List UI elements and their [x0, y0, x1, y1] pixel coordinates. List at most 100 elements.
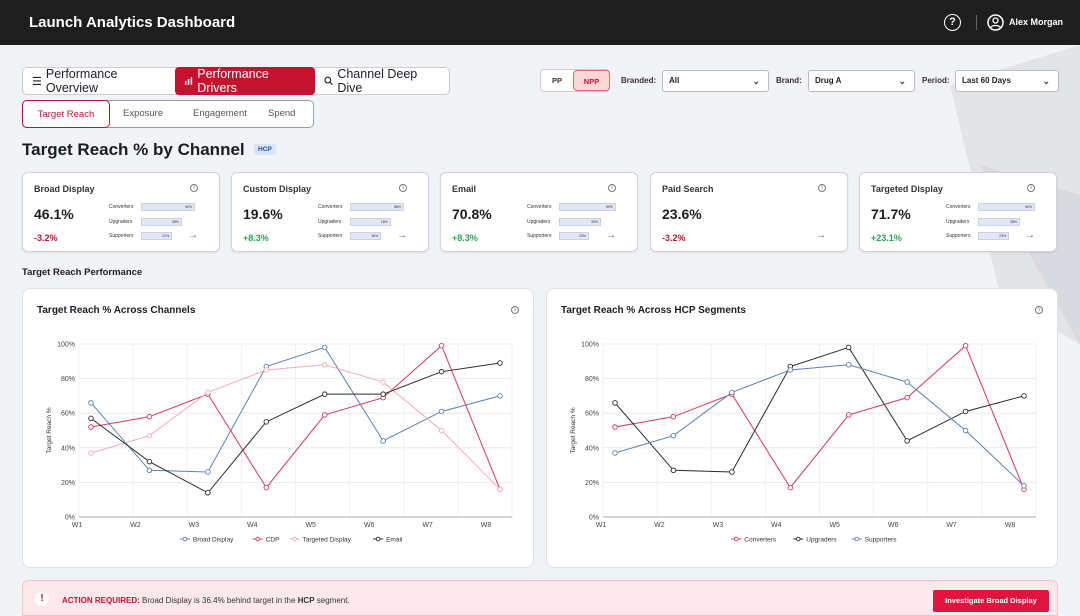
- data-point[interactable]: [321, 362, 328, 368]
- data-point[interactable]: [380, 438, 386, 444]
- arrow-right-icon[interactable]: →: [188, 230, 198, 241]
- branded-select[interactable]: All ⌄: [662, 70, 769, 92]
- data-point[interactable]: [670, 432, 677, 439]
- legend-label[interactable]: Upgraders: [806, 537, 837, 544]
- data-point[interactable]: [321, 391, 328, 397]
- data-point[interactable]: [729, 469, 735, 475]
- data-point[interactable]: [904, 379, 910, 385]
- top-bar: Launch Analytics Dashboard ? Alex Morgan: [0, 0, 1080, 45]
- data-point[interactable]: [845, 362, 852, 368]
- info-icon[interactable]: i: [608, 184, 616, 192]
- investigate-button[interactable]: Investigate Broad Display: [933, 590, 1049, 612]
- legend-label[interactable]: Broad Display: [193, 537, 234, 544]
- data-point[interactable]: [146, 467, 153, 474]
- data-point[interactable]: [962, 342, 969, 349]
- data-point[interactable]: [962, 427, 969, 434]
- legend-marker: [796, 536, 801, 542]
- data-point[interactable]: [612, 450, 618, 456]
- data-point[interactable]: [438, 342, 445, 349]
- data-point[interactable]: [263, 419, 270, 425]
- action-message-post: segment.: [314, 596, 350, 605]
- data-point[interactable]: [845, 344, 852, 351]
- data-point[interactable]: [205, 490, 211, 496]
- npp-option[interactable]: NPP: [573, 70, 610, 91]
- data-point[interactable]: [787, 367, 794, 373]
- data-point[interactable]: [438, 408, 445, 415]
- data-point[interactable]: [845, 412, 852, 418]
- data-point[interactable]: [205, 469, 211, 475]
- arrow-right-icon[interactable]: →: [1025, 230, 1035, 241]
- data-point[interactable]: [1021, 393, 1027, 399]
- metric-sub-tabs: Target Reach Exposure Engagement Spend: [22, 100, 314, 128]
- data-point[interactable]: [787, 484, 794, 491]
- legend-label[interactable]: Targeted Display: [303, 537, 352, 544]
- info-icon[interactable]: i: [399, 184, 407, 192]
- kpi-card[interactable]: Paid Search i 23.6% -3.2% →: [650, 172, 848, 252]
- kpi-card[interactable]: Targeted Display i 71.7% +23.1% Converters 50…: [859, 172, 1057, 252]
- user-circle-icon[interactable]: [987, 14, 1004, 31]
- tab-target-reach[interactable]: Target Reach: [22, 100, 110, 128]
- y-tick-label: 40%: [61, 445, 75, 452]
- tab-performance-overview[interactable]: ☰ Performance Overview: [23, 67, 175, 95]
- pp-option[interactable]: PP: [551, 76, 562, 85]
- legend-label[interactable]: Converters: [744, 537, 777, 544]
- tab-exposure[interactable]: Exposure: [123, 108, 164, 119]
- kpi-card[interactable]: Email i 70.8% +8.3% Converters 50% Upgraders 30…: [440, 172, 638, 252]
- data-point[interactable]: [380, 379, 386, 385]
- list-icon: ☰: [32, 75, 42, 88]
- data-point[interactable]: [438, 427, 445, 434]
- data-point[interactable]: [904, 394, 910, 401]
- user-name[interactable]: Alex Morgan: [1009, 17, 1064, 27]
- tab-channel-deep-dive[interactable]: Channel Deep Dive: [315, 67, 449, 95]
- data-point[interactable]: [263, 484, 270, 491]
- data-point[interactable]: [497, 393, 503, 399]
- x-tick-label: W3: [189, 522, 200, 529]
- tab-engagement[interactable]: Engagement: [193, 108, 247, 119]
- arrow-right-icon[interactable]: →: [816, 230, 826, 241]
- data-point[interactable]: [88, 424, 94, 430]
- tab-spend[interactable]: Spend: [268, 108, 296, 119]
- data-point[interactable]: [146, 432, 153, 439]
- data-point[interactable]: [1021, 483, 1027, 489]
- data-point[interactable]: [88, 450, 94, 456]
- hcp-segments-chart-card: Target Reach % Across HCP Segments i 0% 2…: [546, 288, 1058, 568]
- arrow-right-icon[interactable]: →: [397, 230, 407, 241]
- data-point[interactable]: [612, 400, 618, 406]
- info-icon[interactable]: i: [1027, 184, 1035, 192]
- data-point[interactable]: [205, 389, 211, 396]
- help-circle-icon[interactable]: ?: [944, 14, 961, 31]
- data-point[interactable]: [380, 391, 386, 397]
- data-point[interactable]: [88, 400, 94, 406]
- data-point[interactable]: [670, 467, 677, 474]
- data-point[interactable]: [146, 413, 153, 420]
- data-point[interactable]: [88, 415, 94, 422]
- data-point[interactable]: [729, 389, 735, 396]
- data-point[interactable]: [497, 486, 503, 493]
- data-point[interactable]: [146, 458, 153, 465]
- info-icon[interactable]: i: [1035, 306, 1043, 314]
- arrow-right-icon[interactable]: →: [606, 230, 616, 241]
- legend-label[interactable]: CDP: [266, 537, 280, 544]
- data-point[interactable]: [438, 368, 445, 375]
- info-icon[interactable]: i: [511, 306, 519, 314]
- data-point[interactable]: [612, 424, 618, 430]
- branded-label: Branded:: [621, 76, 657, 85]
- info-icon[interactable]: i: [190, 184, 198, 192]
- kpi-card[interactable]: Broad Display i 46.1% -3.2% Converters 50% Upg…: [22, 172, 220, 252]
- data-point[interactable]: [263, 367, 270, 373]
- data-point[interactable]: [321, 412, 328, 418]
- tab-performance-drivers[interactable]: Performance Drivers: [174, 66, 315, 95]
- data-point[interactable]: [321, 344, 328, 351]
- action-message-pre: Broad Display is 36.4% behind target in …: [139, 596, 298, 605]
- kpi-bar-value: 28%: [171, 219, 179, 224]
- info-icon[interactable]: i: [818, 184, 826, 192]
- data-point[interactable]: [904, 438, 910, 444]
- period-select[interactable]: Last 60 Days ⌄: [955, 70, 1059, 92]
- data-point[interactable]: [962, 408, 969, 415]
- legend-label[interactable]: Supporters: [865, 537, 898, 544]
- data-point[interactable]: [670, 413, 677, 420]
- data-point[interactable]: [497, 360, 503, 366]
- brand-select[interactable]: Drug A ⌄: [808, 70, 915, 92]
- kpi-card[interactable]: Custom Display i 19.6% +8.3% Converters 58% Up…: [231, 172, 429, 252]
- legend-label[interactable]: Email: [386, 537, 403, 544]
